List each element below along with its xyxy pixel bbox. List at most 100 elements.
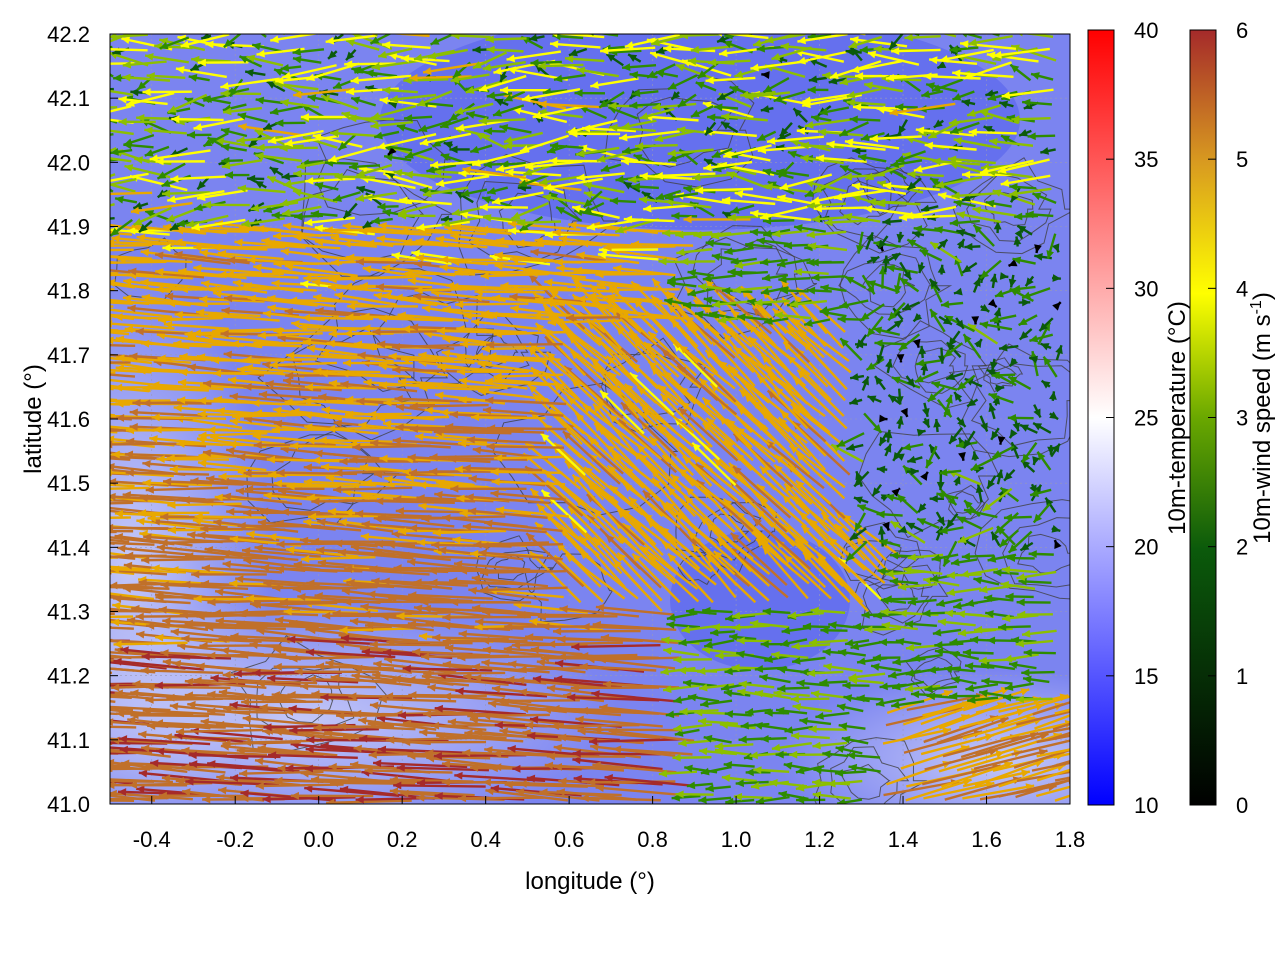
wind-vector xyxy=(110,695,132,699)
wind-vector xyxy=(735,650,769,660)
wind-vector xyxy=(1003,653,1039,663)
wind-vector xyxy=(496,697,580,705)
wind-vector xyxy=(181,746,268,757)
wind-vector xyxy=(575,715,663,728)
contour-line xyxy=(882,549,942,590)
contour-line xyxy=(984,361,1018,385)
wind-vector xyxy=(320,693,413,702)
wind-vector xyxy=(827,779,863,788)
wind-vector xyxy=(773,689,810,698)
wind-vector xyxy=(447,718,527,730)
wind-vector xyxy=(777,684,810,693)
x-tick-label: 0.6 xyxy=(554,827,585,852)
wind-vector xyxy=(550,722,640,731)
wind-vector xyxy=(856,694,883,703)
wind-vector xyxy=(643,34,645,35)
y-tick-label: 41.2 xyxy=(47,664,90,689)
wind-vector xyxy=(960,567,999,578)
wind-vector xyxy=(534,521,589,573)
wind-vector xyxy=(1000,581,1036,591)
wind-vector xyxy=(658,769,698,778)
wind-vector xyxy=(241,546,321,558)
x-tick-label: 0.4 xyxy=(470,827,501,852)
wind-vector xyxy=(110,515,111,518)
contour-line xyxy=(892,339,969,394)
wind-vector xyxy=(487,34,489,35)
wind-vector xyxy=(672,753,712,762)
wind-vector xyxy=(184,619,263,629)
wind-vector xyxy=(754,689,791,700)
wind-vector xyxy=(275,616,363,630)
wind-vector xyxy=(612,745,693,756)
y-tick-label: 42.2 xyxy=(47,22,90,47)
colorbar-tick-label: 2 xyxy=(1236,535,1248,560)
wind-vector xyxy=(485,787,569,802)
wind-vector xyxy=(850,640,883,651)
wind-vector xyxy=(110,305,114,308)
wind-vector xyxy=(110,796,169,801)
y-axis-label: latitude (°) xyxy=(20,364,47,474)
colorbar-tick-label: 10 xyxy=(1134,793,1158,818)
wind-vector xyxy=(239,608,319,617)
wind-vector xyxy=(205,623,286,632)
wind-vector xyxy=(723,761,755,769)
wind-vector xyxy=(292,585,378,593)
wind-vector xyxy=(1012,727,1070,740)
wind-vector xyxy=(949,692,980,701)
wind-vector xyxy=(1017,610,1053,619)
wind-vector xyxy=(834,769,867,777)
wind-vector xyxy=(346,578,433,591)
x-tick-label: 0.0 xyxy=(303,827,334,852)
wind-vector xyxy=(761,545,809,600)
wind-vector xyxy=(936,598,963,608)
wind-vector xyxy=(737,688,773,698)
wind-vector xyxy=(730,532,788,587)
wind-vector xyxy=(812,741,848,750)
wind-vector xyxy=(759,673,791,684)
wind-vector xyxy=(402,664,493,673)
wind-vector xyxy=(272,34,306,35)
wind-vector xyxy=(110,454,115,457)
wind-vector xyxy=(965,682,999,692)
wind-vector xyxy=(736,636,772,645)
wind-vector xyxy=(579,662,657,672)
wind-vector xyxy=(110,778,173,784)
wind-vector xyxy=(241,698,323,706)
wind-vector xyxy=(1049,731,1070,741)
wind-vector xyxy=(166,693,246,702)
wind-vector xyxy=(796,679,830,688)
wind-vector xyxy=(579,706,659,715)
wind-vector xyxy=(188,751,281,760)
x-tick-label: 0.8 xyxy=(637,827,668,852)
wind-vector xyxy=(326,798,412,804)
wind-vector xyxy=(454,771,546,782)
wind-vector xyxy=(110,748,171,758)
wind-vector xyxy=(983,594,1014,603)
x-tick-label: -0.2 xyxy=(216,827,254,852)
wind-vector xyxy=(1023,648,1056,657)
wind-vector xyxy=(110,565,151,571)
wind-vector xyxy=(837,648,866,657)
wind-vector xyxy=(1051,759,1070,768)
wind-vector xyxy=(468,586,549,602)
wind-vector xyxy=(571,642,661,651)
wind-vector xyxy=(697,717,738,726)
wind-vector xyxy=(842,681,870,690)
wind-vector xyxy=(784,725,813,734)
wind-vector xyxy=(855,34,866,36)
wind-vector xyxy=(386,638,473,646)
wind-vector xyxy=(1004,682,1034,692)
wind-vector xyxy=(844,638,870,647)
colorbar-tick-label: 40 xyxy=(1134,18,1158,43)
wind-vector xyxy=(255,782,344,790)
wind-vector xyxy=(808,725,848,734)
wind-vector xyxy=(622,522,680,576)
wind-speed-label-main: 10m-wind speed (m s xyxy=(1249,314,1276,543)
wind-vector xyxy=(754,722,788,731)
wind-vector xyxy=(138,769,229,783)
wind-vector xyxy=(330,674,412,687)
wind-vector xyxy=(775,706,808,715)
wind-vector xyxy=(595,603,674,616)
contour-line xyxy=(861,264,916,308)
wind-vector xyxy=(1054,794,1070,802)
